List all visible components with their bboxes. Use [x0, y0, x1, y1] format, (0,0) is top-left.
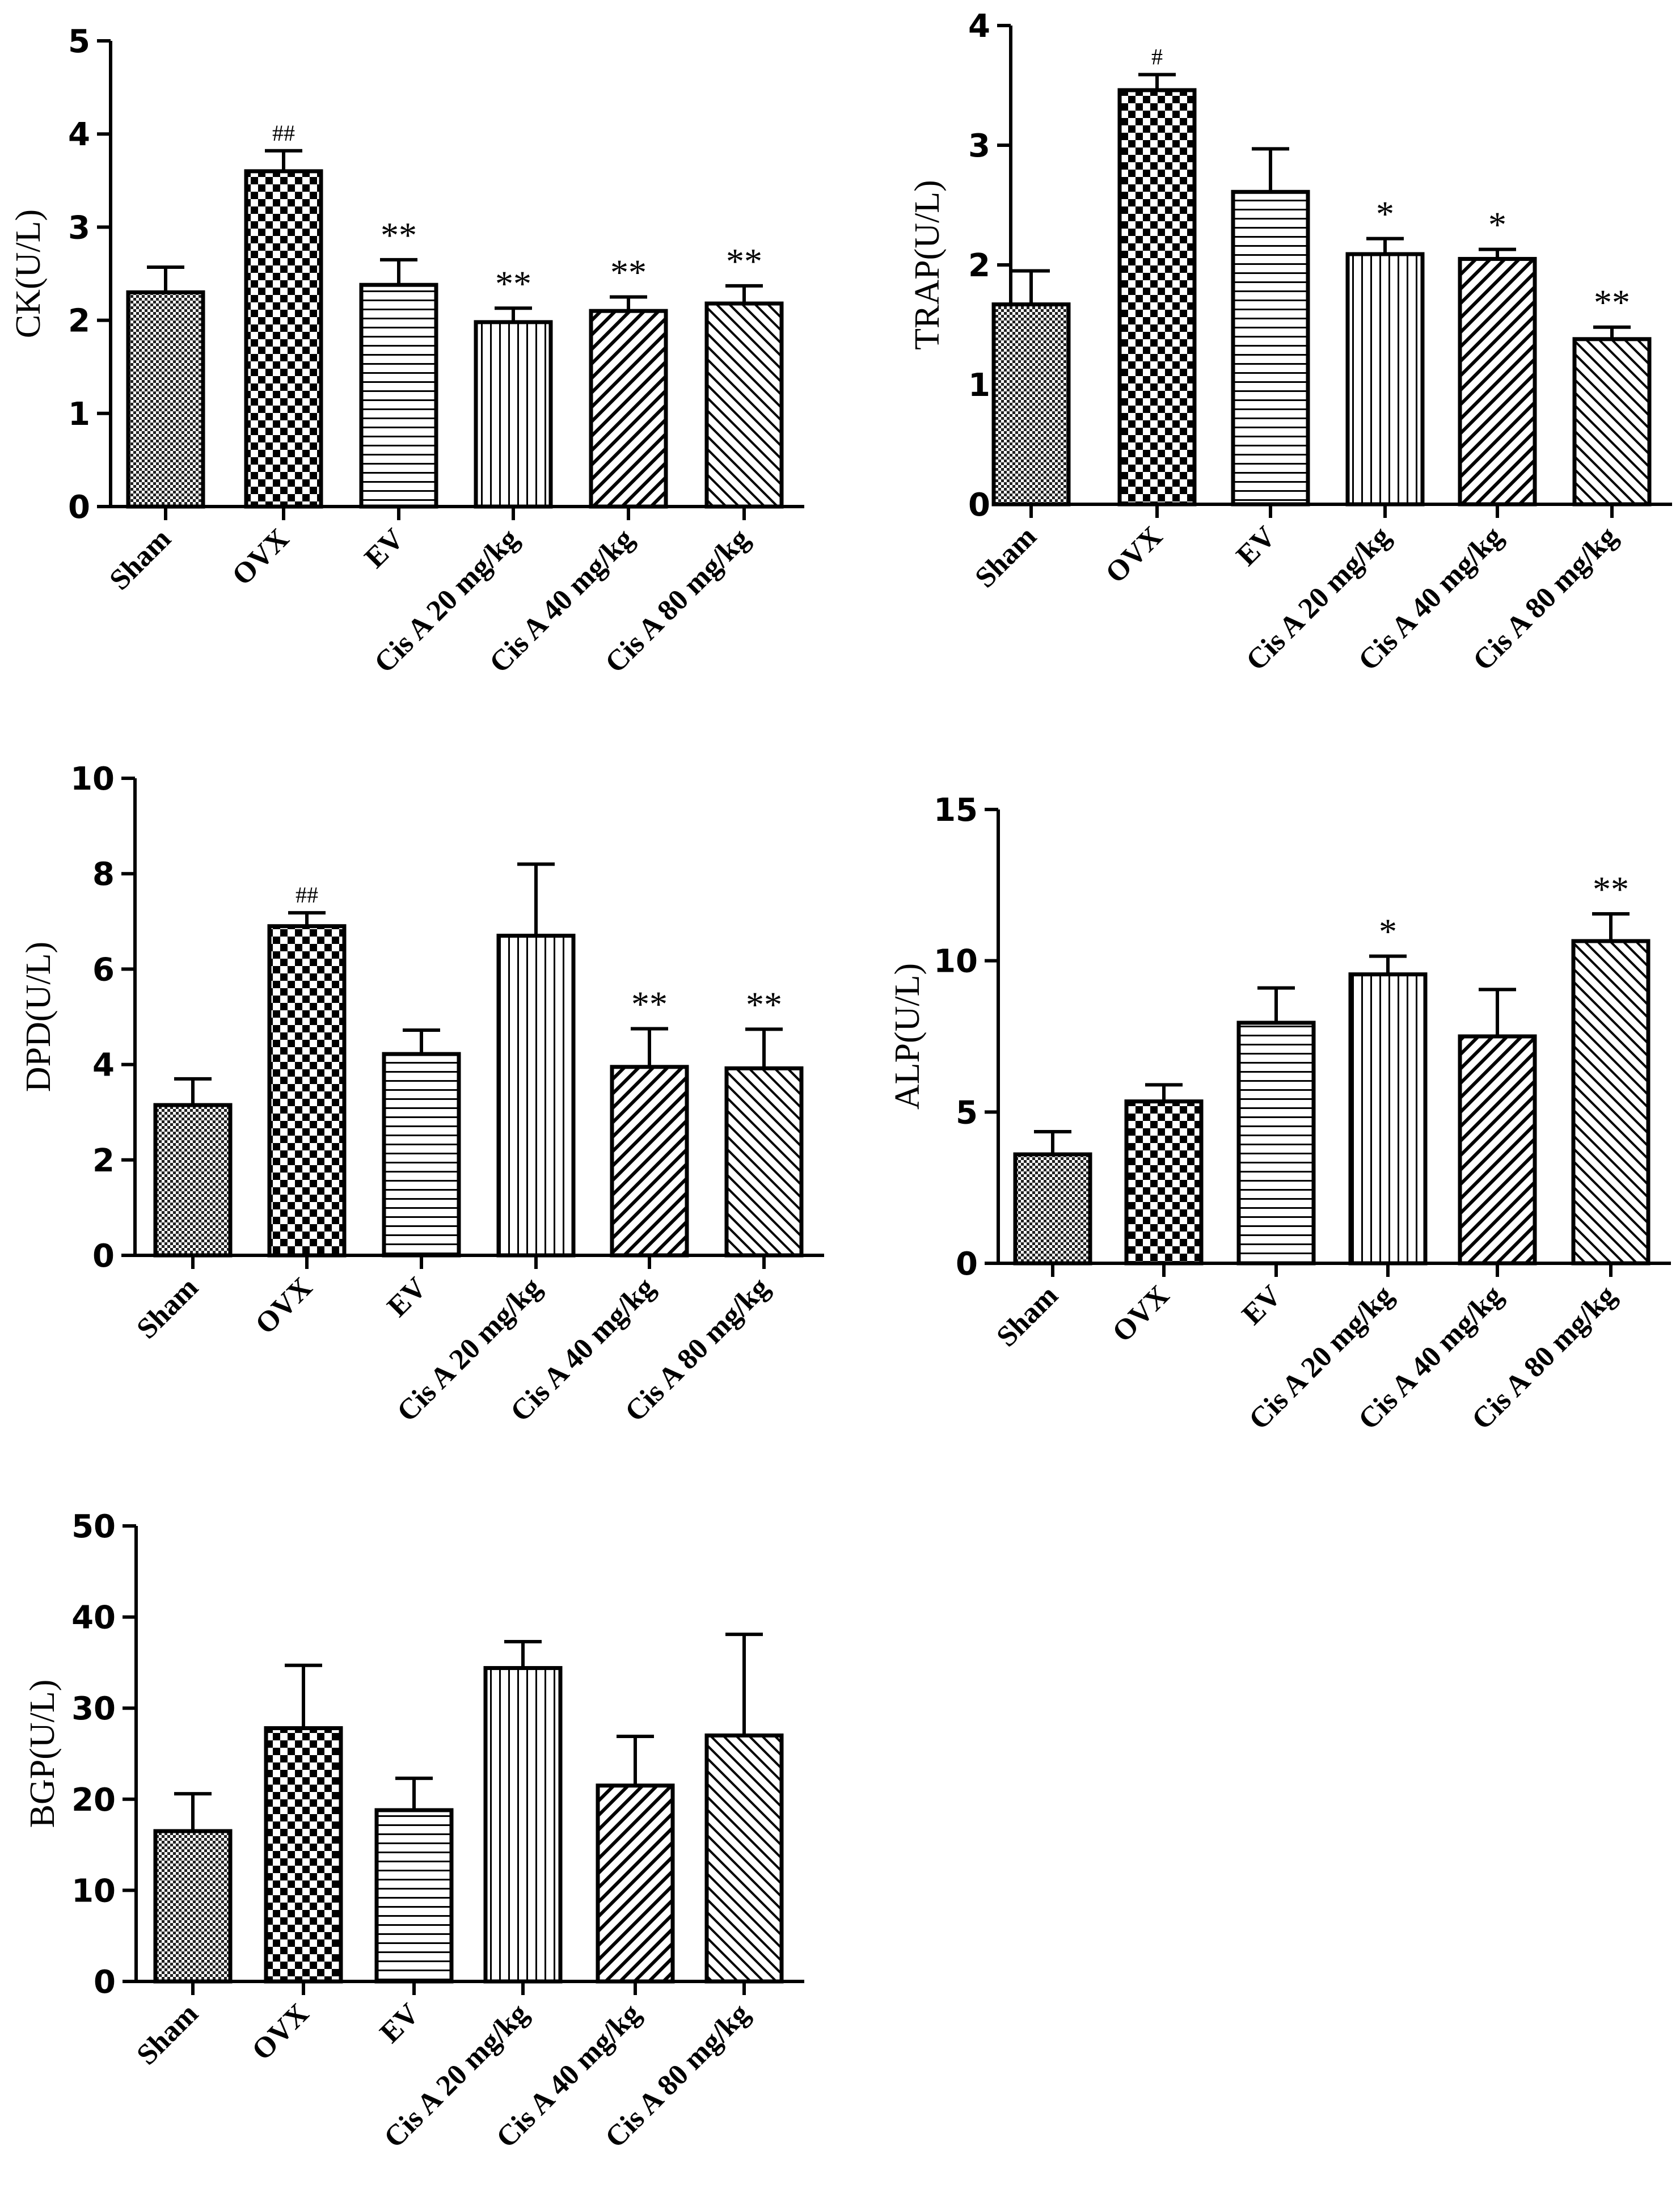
bar-cis-a-40 — [1458, 1034, 1537, 1266]
category-label-ev: EV — [374, 1997, 425, 2049]
y-axis-label: TRAP(U/L) — [908, 180, 947, 350]
bar-cis-a-40 — [1458, 256, 1537, 507]
category-label-ovx: OVX — [246, 1997, 315, 2067]
significance-cis-a-20: * — [1379, 912, 1397, 952]
category-label-sham: Sham — [130, 1271, 204, 1345]
bar-ev — [1231, 189, 1310, 507]
y-axis-label: CK(U/L) — [9, 209, 48, 338]
significance-ovx: ## — [296, 882, 318, 908]
bar-sham — [126, 290, 205, 509]
y-tick-label: 5 — [68, 23, 90, 60]
y-tick-label: 4 — [92, 1047, 115, 1084]
y-tick-label: 1 — [68, 396, 90, 433]
y-axis-label: BGP(U/L) — [23, 1680, 62, 1828]
bar-cis-a-80 — [1572, 337, 1652, 507]
bar-cis-a-20 — [474, 320, 553, 509]
bar-cis-a-20 — [1348, 972, 1428, 1266]
significance-cis-a-20: * — [1376, 194, 1394, 234]
y-axis-label: DPD(U/L) — [19, 942, 58, 1092]
bar-sham — [991, 302, 1071, 507]
significance-ovx: # — [1151, 44, 1163, 70]
y-tick-label: 10 — [934, 943, 978, 980]
category-label-ovx: OVX — [249, 1271, 318, 1340]
y-tick-label: 10 — [70, 761, 115, 798]
bar-ovx — [1124, 1099, 1204, 1266]
y-tick-label: 2 — [92, 1142, 115, 1179]
bar-ev — [1236, 1021, 1316, 1266]
y-tick-label: 3 — [968, 128, 990, 165]
y-tick-label: 50 — [71, 1508, 116, 1545]
significance-ev: ** — [381, 215, 417, 255]
category-label-ovx: OVX — [226, 522, 295, 592]
bar-cis-a-80 — [704, 301, 784, 509]
bar-cis-a-40 — [610, 1065, 689, 1258]
bar-ev — [359, 282, 438, 509]
category-label-sham: Sham — [130, 1997, 204, 2071]
bar-cis-a-40 — [596, 1783, 675, 1984]
significance-cis-a-80: ** — [1593, 869, 1629, 909]
y-tick-label: 8 — [92, 856, 115, 893]
bar-sham — [153, 1103, 233, 1258]
bar-cis-a-80 — [704, 1733, 784, 1984]
y-tick-label: 0 — [94, 1964, 116, 2001]
significance-cis-a-80: ** — [726, 241, 762, 281]
category-label-ev: EV — [358, 522, 410, 574]
significance-ovx: ## — [272, 120, 295, 146]
bar-cis-a-20 — [496, 934, 576, 1258]
bar-cis-a-20 — [1345, 252, 1425, 507]
significance-cis-a-40: ** — [631, 984, 668, 1024]
bar-ovx — [1117, 88, 1197, 507]
y-tick-label: 0 — [968, 487, 990, 524]
bar-cis-a-40 — [589, 309, 668, 509]
y-tick-label: 40 — [71, 1600, 116, 1637]
category-label-ev: EV — [381, 1271, 433, 1323]
significance-cis-a-80: ** — [1594, 282, 1630, 323]
significance-cis-a-40: * — [1488, 205, 1506, 245]
significance-cis-a-40: ** — [610, 252, 647, 293]
category-label-ovx: OVX — [1106, 1279, 1175, 1348]
y-tick-label: 6 — [92, 951, 115, 988]
bar-cis-a-20 — [483, 1666, 563, 1984]
y-tick-label: 30 — [71, 1690, 116, 1727]
bar-ovx — [267, 924, 347, 1258]
significance-cis-a-80: ** — [746, 984, 782, 1024]
y-tick-label: 3 — [68, 209, 90, 246]
y-tick-label: 5 — [956, 1094, 978, 1131]
y-tick-label: 0 — [68, 489, 90, 526]
y-tick-label: 2 — [68, 303, 90, 340]
category-label-sham: Sham — [969, 520, 1042, 594]
category-label-sham: Sham — [103, 522, 177, 596]
bar-ev — [374, 1808, 454, 1984]
y-tick-label: 15 — [934, 792, 978, 829]
bar-ovx — [264, 1726, 343, 1984]
bar-sham — [1013, 1152, 1092, 1266]
bar-ovx — [244, 169, 323, 509]
y-tick-label: 4 — [68, 116, 90, 153]
y-axis-label: ALP(U/L) — [888, 963, 927, 1110]
y-tick-label: 2 — [968, 247, 990, 284]
category-label-sham: Sham — [990, 1279, 1064, 1353]
y-tick-label: 20 — [71, 1782, 116, 1819]
bar-ev — [382, 1052, 461, 1258]
y-tick-label: 0 — [92, 1238, 115, 1275]
y-tick-label: 0 — [956, 1246, 978, 1283]
bar-sham — [153, 1829, 233, 1984]
bar-cis-a-80 — [1571, 939, 1651, 1266]
category-label-ovx: OVX — [1099, 520, 1168, 589]
significance-cis-a-20: ** — [495, 263, 531, 303]
category-label-ev: EV — [1230, 520, 1282, 572]
y-tick-label: 10 — [71, 1873, 116, 1909]
y-tick-label: 4 — [968, 8, 990, 45]
category-label-ev: EV — [1236, 1279, 1288, 1331]
y-tick-label: 1 — [968, 367, 990, 404]
bar-cis-a-80 — [724, 1066, 804, 1258]
